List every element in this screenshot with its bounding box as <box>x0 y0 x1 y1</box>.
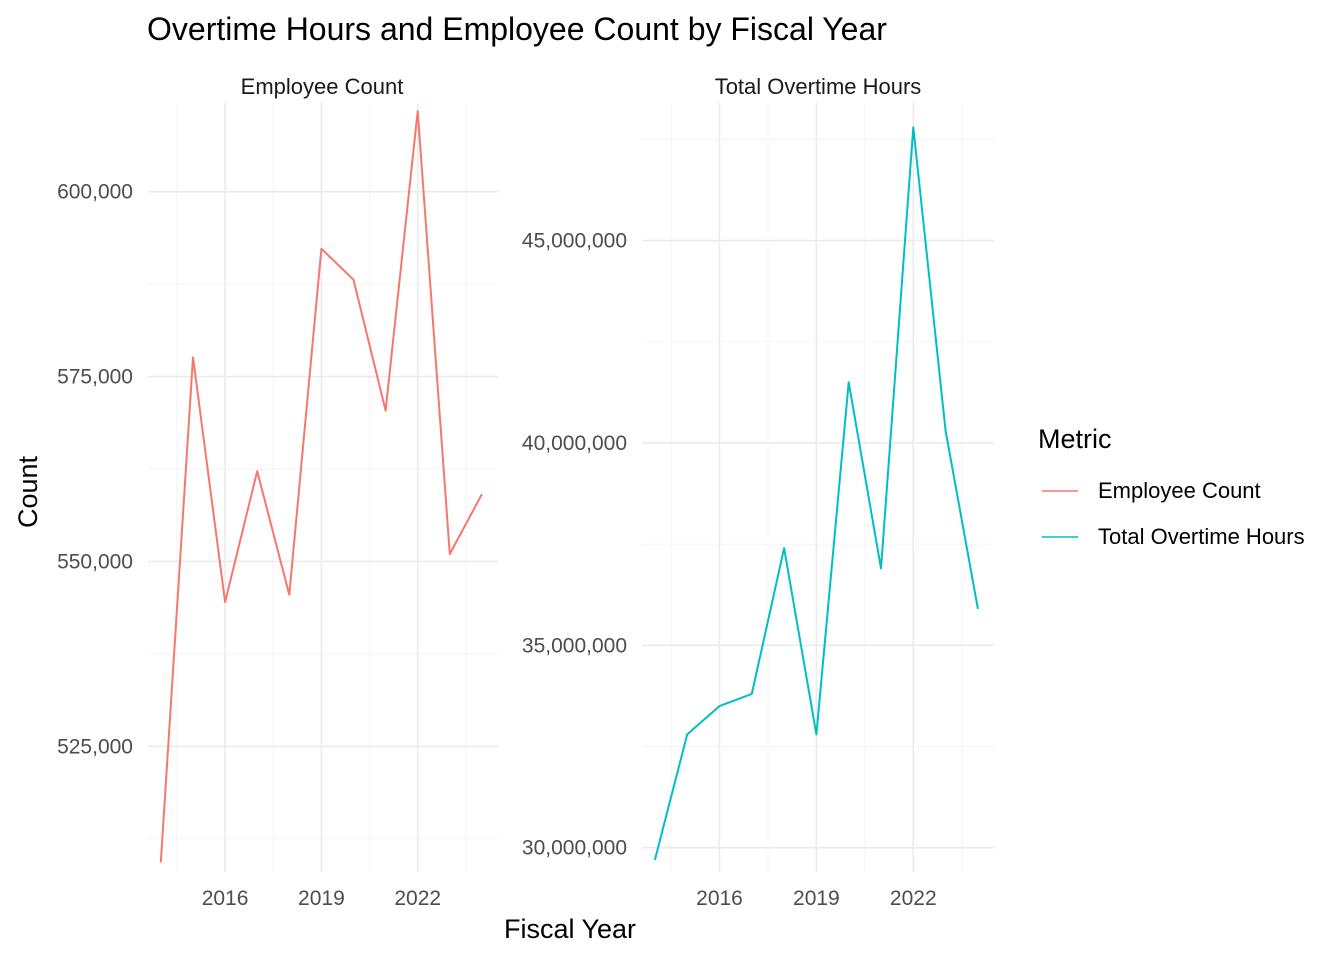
series-line-total-overtime-hours <box>653 126 979 861</box>
x-tick-label: 2022 <box>394 887 441 910</box>
y-tick-label: 575,000 <box>57 366 133 389</box>
panel-employee-count: Employee Count 525,000 550,000 575,000 600,… <box>57 74 498 910</box>
series-layer <box>159 110 483 863</box>
series-layer <box>653 126 979 861</box>
y-axis-title: Count <box>13 455 43 528</box>
y-tick-label: 35,000,000 <box>522 634 627 657</box>
x-tick-labels: 2016 2019 2022 <box>696 887 936 910</box>
x-tick-label: 2016 <box>202 887 249 910</box>
y-tick-label: 600,000 <box>57 181 133 204</box>
x-tick-labels: 2016 2019 2022 <box>202 887 441 910</box>
x-tick-label: 2019 <box>793 887 840 910</box>
strip-label-total-overtime-hours: Total Overtime Hours <box>715 74 922 99</box>
x-tick-label: 2016 <box>696 887 743 910</box>
series-line-employee-count <box>159 110 483 863</box>
legend-label-employee-count: Employee Count <box>1098 478 1261 503</box>
x-tick-label: 2022 <box>890 887 937 910</box>
y-tick-labels: 525,000 550,000 575,000 600,000 <box>57 181 133 759</box>
x-tick-label: 2019 <box>298 887 345 910</box>
y-tick-label: 40,000,000 <box>522 432 627 455</box>
legend-label-total-overtime-hours: Total Overtime Hours <box>1098 524 1305 549</box>
y-tick-label: 550,000 <box>57 550 133 573</box>
panel-total-overtime-hours: Total Overtime Hours 30,000,000 35,000,00… <box>522 74 994 910</box>
legend: Metric Employee Count Total Overtime Hou… <box>1038 424 1305 549</box>
y-tick-label: 525,000 <box>57 735 133 758</box>
y-tick-label: 30,000,000 <box>522 837 627 860</box>
panel-grid <box>642 103 994 872</box>
legend-title: Metric <box>1038 424 1112 454</box>
panel-grid <box>148 103 498 872</box>
y-tick-label: 45,000,000 <box>522 230 627 253</box>
y-tick-labels: 30,000,000 35,000,000 40,000,000 45,000,000 <box>522 230 627 860</box>
x-axis-title: Fiscal Year <box>504 914 636 944</box>
chart-title: Overtime Hours and Employee Count by Fis… <box>147 11 887 47</box>
strip-label-employee-count: Employee Count <box>241 74 404 99</box>
